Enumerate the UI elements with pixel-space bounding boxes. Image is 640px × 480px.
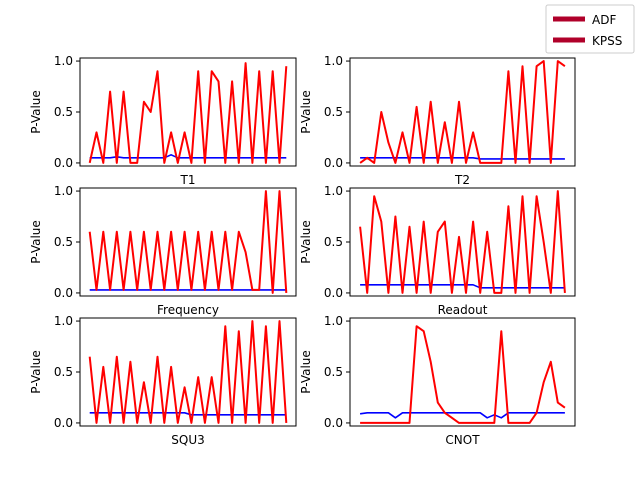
y-tick-label: 0.5 <box>324 105 343 119</box>
y-axis-label: P-Value <box>29 90 43 134</box>
series-adf-line <box>89 411 287 416</box>
y-axis-label: P-Value <box>299 220 313 264</box>
x-axis-label: Readout <box>438 303 488 317</box>
y-tick-label: 0.5 <box>324 235 343 249</box>
series-kpss-line <box>88 190 288 294</box>
x-axis-label: SQU3 <box>171 433 204 447</box>
y-tick-label: 0.5 <box>54 365 73 379</box>
y-tick-label: 1.0 <box>324 184 343 198</box>
series-kpss-line <box>359 60 566 164</box>
subplot-3: 0.0 0.5 1.0 Frequency P-Value <box>29 184 297 317</box>
x-axis-label: CNOT <box>445 433 480 447</box>
x-axis-label: Frequency <box>157 303 219 317</box>
y-axis-label: P-Value <box>29 350 43 394</box>
y-tick-label: 0.0 <box>54 416 73 430</box>
series-kpss-line <box>88 320 288 424</box>
y-tick-label: 1.0 <box>54 314 73 328</box>
legend: ADF KPSS <box>545 4 635 54</box>
series-adf-line <box>360 283 565 289</box>
subplot-5: 0.0 0.5 1.0 SQU3 P-Value <box>29 314 297 447</box>
subplot-6: 0.0 0.5 1.0 CNOT P-Value <box>299 314 576 447</box>
y-tick-label: 1.0 <box>54 54 73 68</box>
series-kpss-line <box>360 325 566 424</box>
series-adf-line <box>89 154 287 159</box>
y-tick-label: 0.0 <box>54 286 73 300</box>
series-adf-line <box>360 157 565 160</box>
y-tick-label: 0.5 <box>324 365 343 379</box>
axes-frame <box>349 317 576 427</box>
y-tick-label: 0.5 <box>54 235 73 249</box>
y-tick-label: 0.0 <box>54 156 73 170</box>
y-tick-label: 0.0 <box>324 416 343 430</box>
subplot-1: 0.0 0.5 1.0 T1 P-Value <box>29 54 297 187</box>
y-axis-label: P-Value <box>299 90 313 134</box>
subplot-2: 0.0 0.5 1.0 T2 P-Value <box>299 54 576 187</box>
series-kpss-line <box>88 62 288 164</box>
y-axis-label: P-Value <box>29 220 43 264</box>
legend-label-adf: ADF <box>592 13 616 27</box>
x-axis-label: T2 <box>454 173 470 187</box>
y-tick-label: 1.0 <box>324 54 343 68</box>
series-kpss-line <box>359 190 566 294</box>
series-adf-line <box>359 411 565 419</box>
x-axis-label: T1 <box>180 173 196 187</box>
axes-frame <box>79 187 297 297</box>
y-tick-label: 0.0 <box>324 286 343 300</box>
y-tick-label: 0.5 <box>54 105 73 119</box>
subplot-4: 0.0 0.5 1.0 Readout P-Value <box>299 184 576 317</box>
y-axis-label: P-Value <box>299 350 313 394</box>
y-tick-label: 1.0 <box>324 314 343 328</box>
axes-frame <box>349 57 576 167</box>
y-tick-label: 0.0 <box>324 156 343 170</box>
legend-label-kpss: KPSS <box>592 34 622 48</box>
y-tick-label: 1.0 <box>54 184 73 198</box>
